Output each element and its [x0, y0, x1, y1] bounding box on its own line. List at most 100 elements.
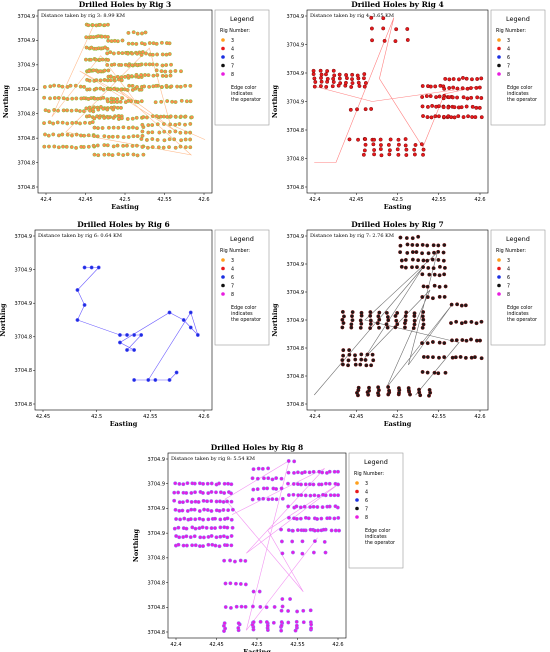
drill-hole-point [229, 543, 234, 548]
drill-hole-point [157, 130, 162, 135]
drill-hole-point [173, 114, 178, 119]
drill-hole-point [124, 143, 129, 148]
drill-hole-point [442, 341, 447, 346]
drill-hole-point [121, 135, 126, 140]
x-tick-label: 42.6 [198, 197, 209, 203]
drill-hole-point [437, 294, 442, 299]
drill-hole-point [181, 500, 185, 505]
drill-hole-point [425, 243, 430, 248]
drill-hole-point [102, 134, 107, 139]
drill-hole-point [421, 152, 425, 157]
drill-hole-point [46, 133, 51, 138]
drill-hole-point [70, 133, 74, 138]
drill-hole-point [162, 138, 167, 143]
drill-hole-point [365, 352, 370, 357]
drill-hole-point [94, 78, 99, 83]
drill-hole-point [286, 504, 291, 509]
drill-hole-point [196, 500, 201, 504]
legend-box: Legend Rig Number: 3 4 6 7 8 Edge colorindicate… [214, 9, 270, 126]
drill-hole-point [421, 114, 425, 118]
y-tick-label: 3704.9 [18, 63, 36, 69]
legend-marker [221, 266, 225, 271]
drill-hole-point [167, 52, 172, 56]
y-axis-label: Northing [2, 84, 10, 118]
distance-note: Distance taken by rig 7: 2.76 KM [310, 233, 394, 239]
drill-hole-point [369, 15, 374, 20]
drill-hole-point [437, 264, 442, 269]
drill-hole-point [111, 51, 116, 56]
drill-hole-point [122, 74, 127, 79]
drill-hole-point [108, 74, 113, 79]
drill-hole-point [350, 72, 355, 77]
drill-hole-point [443, 284, 448, 289]
x-tick-label: 42.45 [349, 197, 363, 203]
drill-hole-point [96, 153, 101, 158]
drill-hole-point [454, 319, 459, 324]
drill-hole-point [238, 581, 243, 586]
drill-hole-point [319, 482, 324, 487]
legend-marker [221, 46, 225, 51]
drill-hole-point [367, 385, 371, 390]
legend-note-line: the operator [507, 97, 537, 103]
drill-hole-point [138, 62, 143, 67]
drill-hole-point [255, 476, 260, 481]
drill-hole-point [455, 95, 460, 100]
drill-hole-point [221, 534, 226, 539]
legend-entry-label: 7 [231, 283, 234, 289]
drill-hole-point [153, 100, 158, 105]
drill-hole-point [420, 251, 425, 256]
y-tick-label: 3704.9 [287, 99, 305, 105]
x-tick-label: 42.45 [78, 197, 92, 203]
drill-hole-point [464, 76, 469, 81]
drill-hole-point [144, 115, 149, 120]
drill-hole-point [436, 249, 441, 254]
y-tick-label: 3704.9 [15, 301, 33, 307]
legend-marker [497, 275, 501, 279]
drill-hole-point [150, 62, 155, 67]
drill-hole-point [479, 356, 484, 361]
drill-hole-point [437, 284, 442, 289]
drill-hole-point [430, 340, 435, 344]
drill-hole-point [430, 103, 435, 108]
y-tick-label: 3704.8 [148, 556, 166, 562]
drill-hole-point [396, 386, 401, 391]
drill-hole-point [197, 509, 202, 513]
legend-marker [221, 292, 225, 296]
drill-hole-point [151, 41, 156, 46]
drill-hole-point [225, 525, 230, 530]
drill-hole-point [158, 114, 163, 119]
drill-hole-point [145, 145, 150, 150]
drill-hole-point [192, 507, 197, 512]
legend-title: Legend [230, 15, 254, 23]
drill-hole-point [443, 76, 448, 81]
drill-hole-point [188, 137, 193, 142]
drill-hole-point [206, 491, 211, 496]
drill-hole-point [308, 608, 313, 613]
drill-hole-point [209, 481, 214, 486]
drill-hole-point [358, 318, 363, 323]
drill-hole-point [160, 52, 165, 57]
drill-hole-point [159, 99, 164, 104]
drill-hole-point [167, 378, 172, 382]
drill-hole-point [449, 302, 454, 307]
legend-marker [497, 38, 501, 42]
drill-hole-point [81, 145, 86, 149]
drill-hole-point [301, 620, 306, 625]
y-tick-label: 3704.9 [18, 38, 36, 44]
drill-hole-point [81, 109, 86, 114]
drill-hole-point [100, 34, 104, 39]
drill-hole-point [279, 486, 284, 491]
legend-box: Legend Rig Number: 3 4 6 7 8 Edge colorindicate… [214, 229, 270, 346]
chart-panel-2: Drilled Holes by Rig 6 Distance taken by … [0, 220, 270, 428]
drill-hole-point [94, 86, 99, 91]
drill-hole-point [274, 497, 279, 502]
legend-note-line: indicates [231, 91, 253, 97]
legend-entry-label: 8 [365, 515, 368, 521]
drill-hole-point [279, 476, 284, 481]
drill-hole-point [228, 558, 233, 563]
drill-hole-point [179, 138, 184, 143]
drill-hole-point [188, 145, 193, 150]
drill-hole-point [251, 620, 256, 625]
drill-hole-point [459, 321, 464, 326]
drill-hole-point [372, 148, 377, 152]
